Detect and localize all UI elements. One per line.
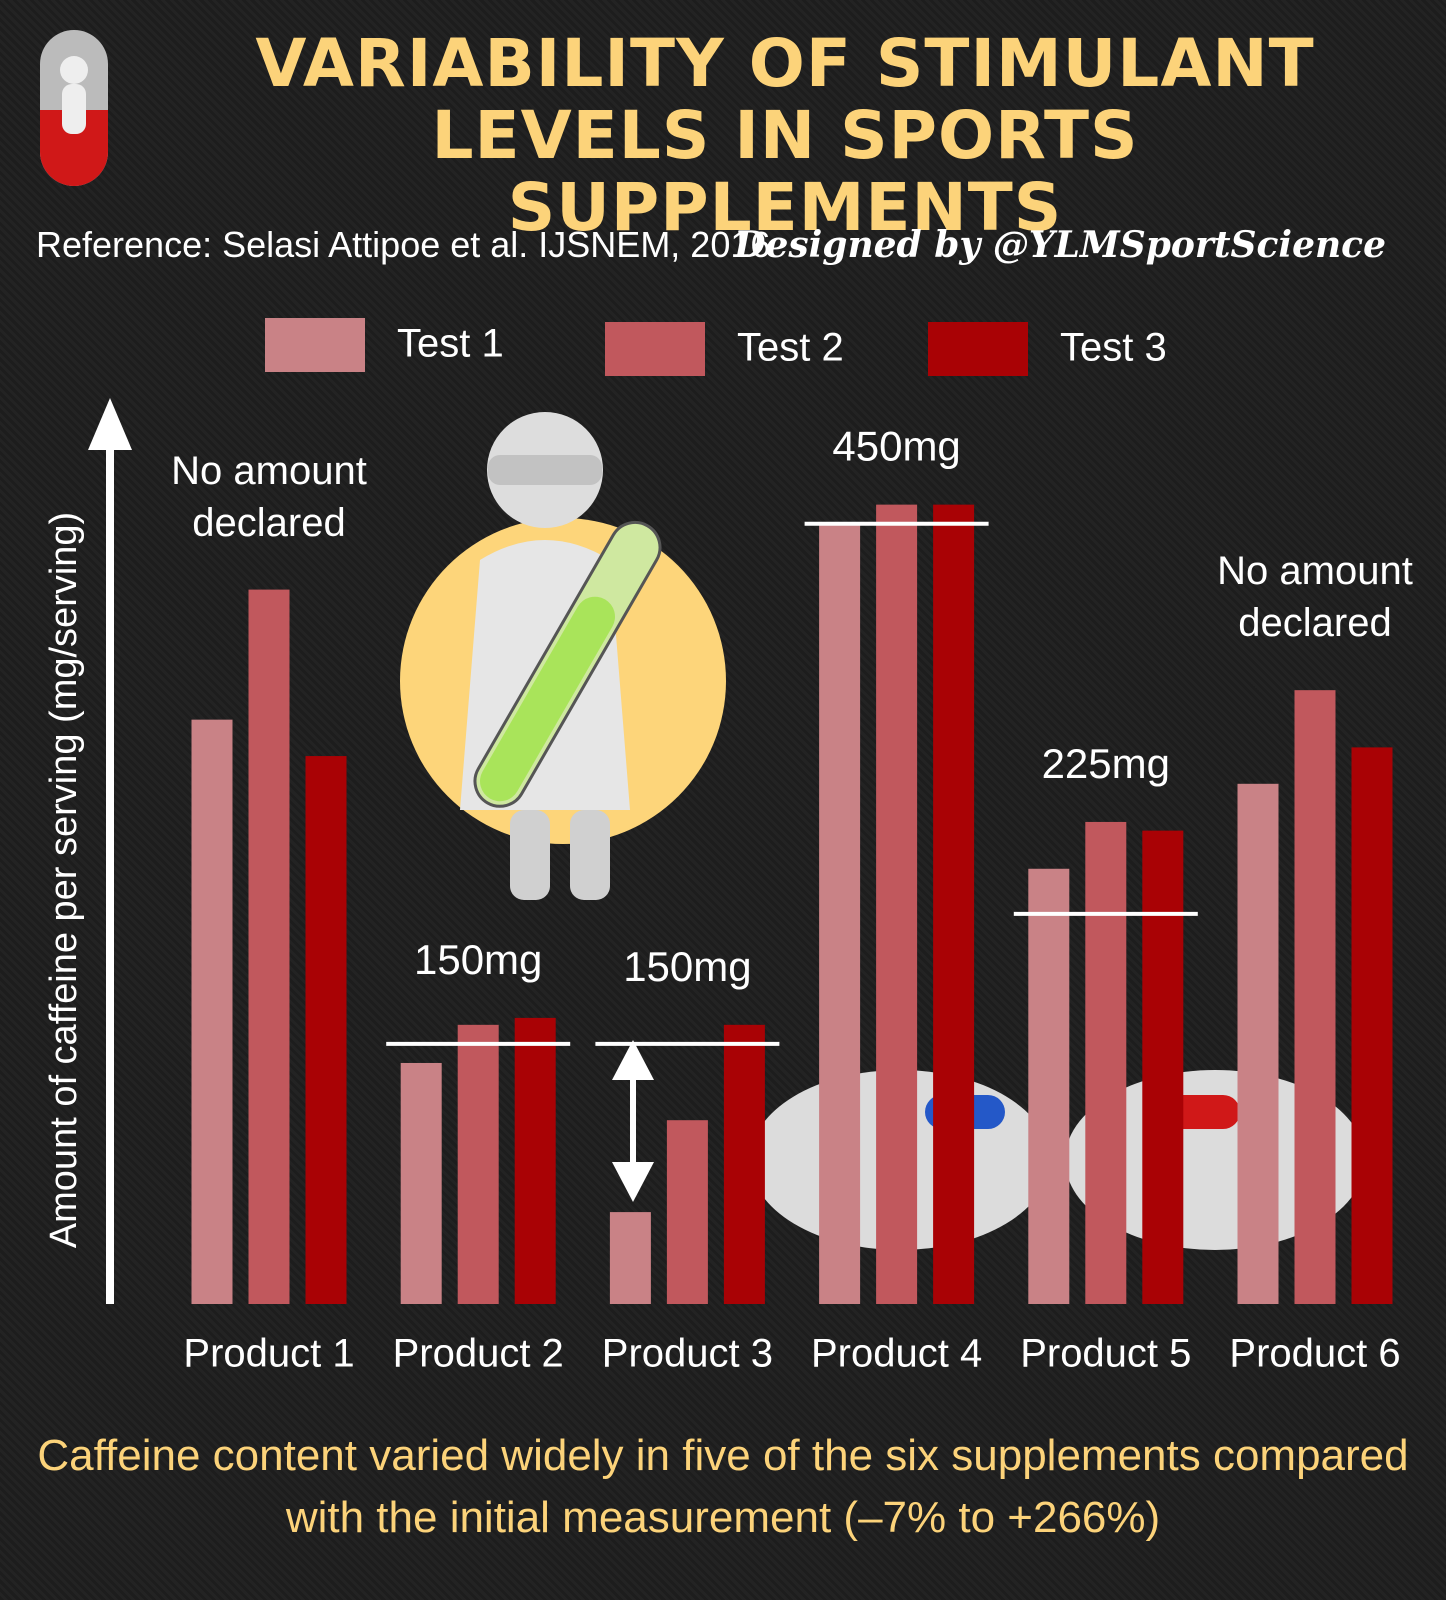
x-tick-label: Product 4: [811, 1332, 982, 1376]
bar: [1237, 783, 1279, 1304]
bar: [666, 1120, 708, 1304]
bar: [248, 589, 290, 1304]
x-tick-label: Product 2: [393, 1332, 564, 1376]
credit: Designed by @YLMSportScience: [734, 224, 1386, 266]
declared-label: No amount declared: [1217, 549, 1413, 646]
title: Variability of Stimulant Levels in Sport…: [255, 25, 1315, 246]
bar: [457, 1024, 499, 1304]
scientist: [460, 412, 662, 900]
bar: [191, 719, 233, 1304]
legend-swatch: [265, 318, 365, 372]
bar: [1085, 821, 1127, 1304]
y-axis-label: Amount of caffeine per serving (mg/servi…: [43, 512, 85, 1248]
legend-label: Test 3: [1060, 326, 1167, 370]
legend-label: Test 2: [737, 326, 844, 370]
declared-label: 150mg: [414, 936, 542, 983]
bar: [609, 1212, 651, 1304]
bar: [723, 1024, 765, 1304]
declared-label: 150mg: [623, 943, 751, 990]
capsule-icon: [40, 30, 108, 186]
footnote: Caffeine content varied widely in five o…: [37, 1431, 1409, 1542]
declared-label: No amount declared: [171, 448, 367, 545]
bar: [400, 1062, 442, 1304]
bar: [1294, 690, 1336, 1304]
x-tick-label: Product 1: [183, 1332, 354, 1376]
bar: [876, 504, 918, 1305]
bar: [1028, 868, 1070, 1304]
declared-label: 450mg: [832, 423, 960, 470]
bar: [305, 756, 347, 1304]
legend-swatch: [605, 322, 705, 376]
legend-swatch: [928, 322, 1028, 376]
legend-label: Test 1: [397, 322, 504, 366]
declared-label: 225mg: [1042, 740, 1170, 787]
difference-arrow: [612, 1040, 654, 1202]
bar: [1351, 747, 1393, 1304]
reference: Reference: Selasi Attipoe et al. IJSNEM,…: [36, 224, 771, 265]
x-tick-label: Product 5: [1020, 1332, 1191, 1376]
y-axis-arrow: [88, 398, 132, 1304]
bar: [819, 523, 861, 1304]
bar: [1142, 830, 1184, 1304]
bar: [514, 1017, 556, 1304]
x-tick-label: Product 3: [602, 1332, 773, 1376]
x-tick-label: Product 6: [1229, 1332, 1400, 1376]
bar: [933, 504, 975, 1305]
